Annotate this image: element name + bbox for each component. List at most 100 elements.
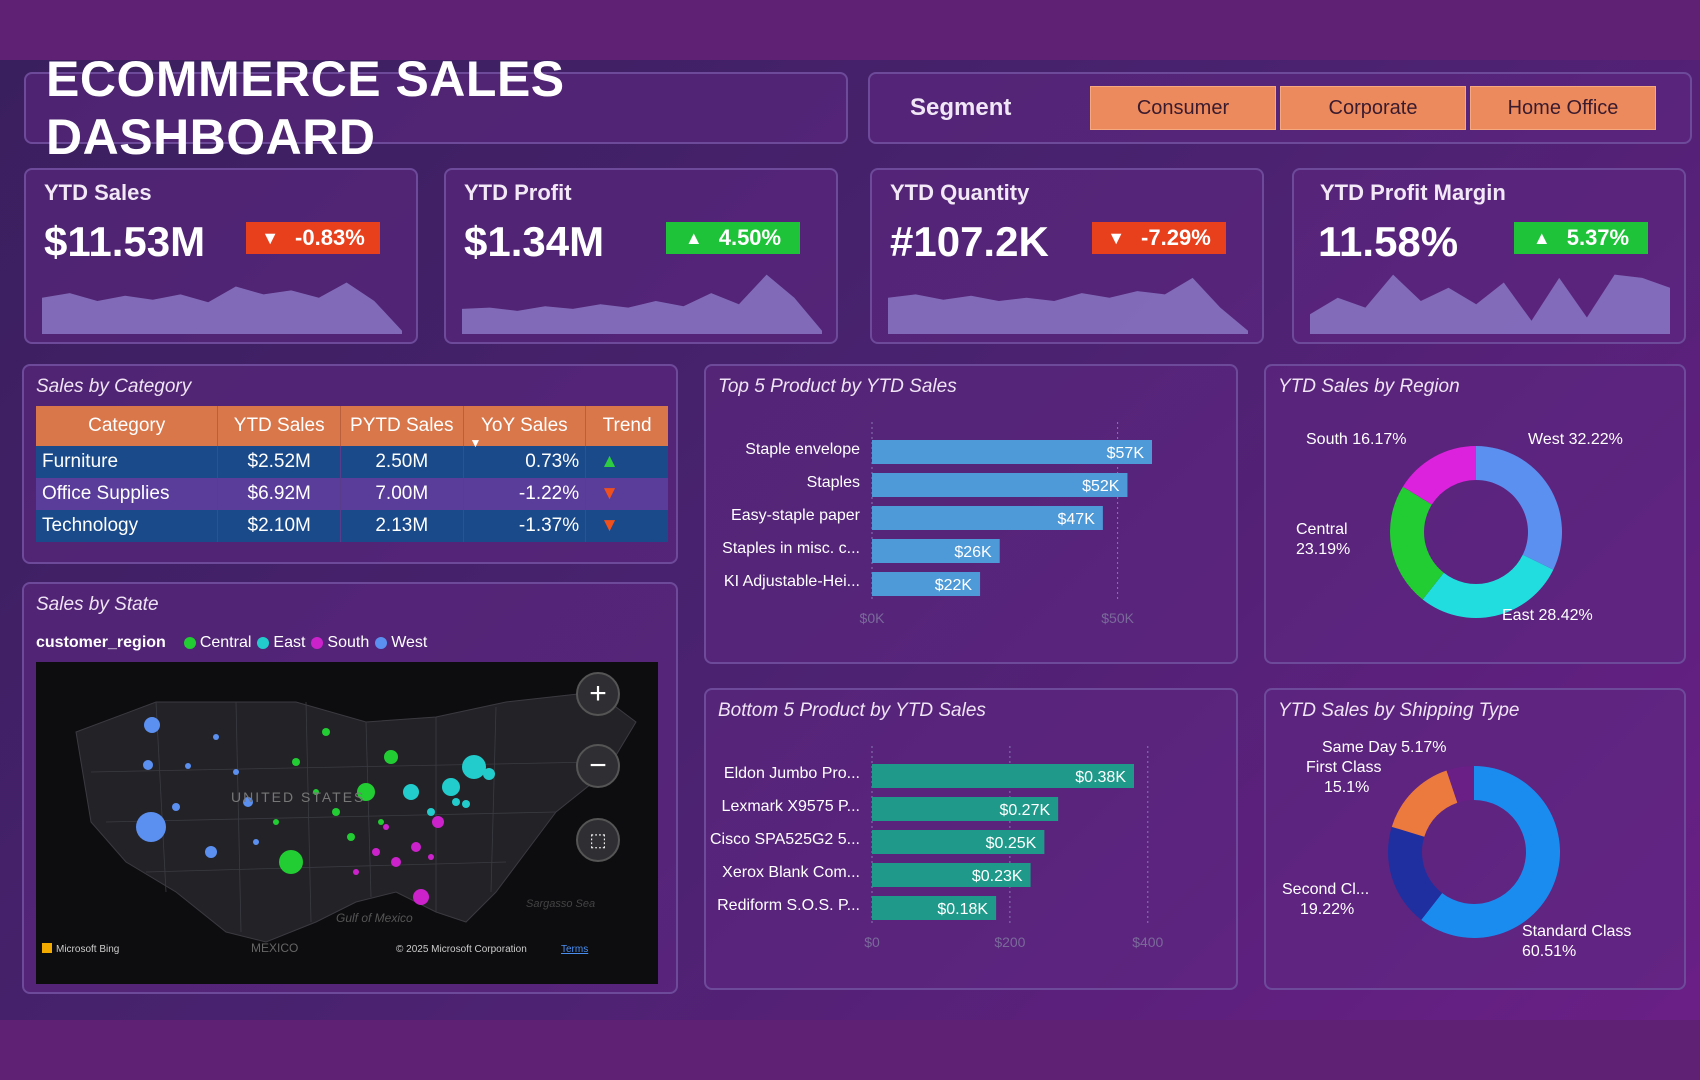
table-row[interactable]: Furniture $2.52M 2.50M 0.73% ▲ bbox=[36, 446, 668, 478]
kpi-value: $11.53M bbox=[44, 218, 206, 265]
us-map: UNITED STATES Gulf of Mexico MEXICO Sarg… bbox=[42, 691, 637, 955]
donut-slice-same-day[interactable] bbox=[1446, 766, 1474, 803]
trend-up-icon: ▲ bbox=[600, 451, 619, 472]
map-canvas[interactable]: UNITED STATES Gulf of Mexico MEXICO Sarg… bbox=[36, 662, 658, 984]
bar-value-label: $47K bbox=[1058, 511, 1096, 528]
kpi-sparkline bbox=[888, 277, 1248, 334]
donut-slice-second-class[interactable] bbox=[1388, 826, 1443, 920]
bar[interactable] bbox=[872, 797, 1059, 821]
axis-tick-label: $0 bbox=[864, 934, 880, 950]
donut-data-label: Second Cl... bbox=[1282, 881, 1369, 898]
legend-west[interactable]: West bbox=[391, 634, 428, 651]
panel-title: Bottom 5 Product by YTD Sales bbox=[718, 700, 986, 721]
kpi-card-ytd-sales[interactable]: YTD Sales $11.53M ▼ -0.83% bbox=[24, 168, 418, 344]
bar-value-label: $52K bbox=[1082, 478, 1120, 495]
bar-category-label: Rediform S.O.S. P... bbox=[717, 897, 860, 914]
donut-slice-standard-class[interactable] bbox=[1421, 766, 1561, 938]
bar-category-label: Lexmark X9575 P... bbox=[722, 798, 860, 815]
legend-east[interactable]: East bbox=[273, 634, 306, 651]
select-area-button[interactable]: ⬚ bbox=[576, 818, 620, 862]
kpi-title: YTD Quantity bbox=[890, 180, 1030, 205]
up-arrow-icon: ▲ bbox=[684, 227, 703, 248]
axis-tick-label: $50K bbox=[1101, 610, 1134, 626]
bar-category-label: Staples in misc. c... bbox=[722, 540, 860, 557]
axis-tick-label: $200 bbox=[994, 934, 1025, 950]
bar[interactable] bbox=[872, 863, 1031, 887]
zoom-in-button[interactable]: + bbox=[576, 672, 620, 716]
donut-slice-central[interactable] bbox=[1389, 486, 1444, 600]
cell-ytd: $6.92M bbox=[217, 478, 341, 510]
down-arrow-icon: ▼ bbox=[261, 227, 280, 248]
map-label-gulf: Gulf of Mexico bbox=[336, 911, 413, 925]
column-header-ytd-sales[interactable]: YTD Sales bbox=[217, 406, 341, 446]
kpi-card-ytd-profit[interactable]: YTD Profit $1.34M ▲ 4.50% bbox=[444, 168, 838, 344]
selection-icon: ⬚ bbox=[589, 829, 607, 850]
top5-products-panel: Top 5 Product by YTD Sales $0K $50K Staple… bbox=[704, 364, 1238, 664]
sparkline-area bbox=[42, 282, 402, 334]
bar-value-label: $22K bbox=[935, 577, 973, 594]
donut-data-label: Same Day 5.17% bbox=[1322, 739, 1447, 756]
trend-down-icon: ▼ bbox=[600, 483, 619, 504]
segment-corporate-button[interactable]: Corporate bbox=[1280, 86, 1466, 130]
legend-dot-south bbox=[311, 637, 324, 649]
map-terms-link[interactable]: Terms bbox=[561, 944, 588, 955]
column-header-yoy-sales[interactable]: YoY Sales ▼ bbox=[463, 406, 587, 450]
bar[interactable] bbox=[872, 896, 997, 920]
bar-value-label: $0.38K bbox=[1075, 769, 1126, 786]
bar-category-label: Xerox Blank Com... bbox=[722, 864, 860, 881]
bar[interactable] bbox=[872, 506, 1103, 530]
sales-by-state-panel: Sales by State customer_region Central E… bbox=[22, 582, 678, 994]
region-donut-chart: South 16.17% West 32.22% Central 23.19% East… bbox=[1296, 431, 1623, 624]
kpi-value: $1.34M bbox=[464, 218, 605, 265]
bar-value-label: $0.25K bbox=[986, 835, 1037, 852]
donut-data-label: 15.1% bbox=[1324, 779, 1369, 796]
column-header-category[interactable]: Category bbox=[36, 406, 219, 446]
cell-yoy: -1.37% bbox=[463, 510, 587, 542]
bar-category-label: Staple envelope bbox=[745, 441, 860, 458]
donut-data-label: First Class bbox=[1306, 759, 1382, 776]
segment-slicer: Segment Consumer Corporate Home Office bbox=[868, 72, 1692, 144]
cell-ytd: $2.52M bbox=[217, 446, 341, 478]
panel-title: Sales by State bbox=[36, 594, 159, 615]
kpi-value: 11.58% bbox=[1318, 218, 1459, 265]
zoom-out-button[interactable]: − bbox=[576, 744, 620, 788]
kpi-card-ytd-profit-margin[interactable]: YTD Profit Margin 11.58% ▲ 5.37% bbox=[1292, 168, 1686, 344]
bar[interactable] bbox=[872, 440, 1152, 464]
donut-slice-first-class[interactable] bbox=[1391, 770, 1458, 837]
donut-slice-south[interactable] bbox=[1402, 446, 1476, 505]
legend-central[interactable]: Central bbox=[199, 634, 252, 651]
panel-title: YTD Sales by Shipping Type bbox=[1278, 700, 1520, 721]
kpi-change: -7.29% bbox=[1141, 225, 1211, 250]
donut-data-label: South 16.17% bbox=[1306, 431, 1407, 448]
map-copyright: © 2025 Microsoft Corporation bbox=[396, 944, 527, 955]
table-row[interactable]: Office Supplies $6.92M 7.00M -1.22% ▼ bbox=[36, 478, 668, 510]
bar-category-label: Eldon Jumbo Pro... bbox=[724, 765, 860, 782]
up-arrow-icon: ▲ bbox=[1532, 227, 1551, 248]
table-row[interactable]: Technology $2.10M 2.13M -1.37% ▼ bbox=[36, 510, 668, 542]
bar[interactable] bbox=[872, 539, 1000, 563]
bar[interactable] bbox=[872, 830, 1045, 854]
dashboard-title-panel: ECOMMERCE SALES DASHBOARD bbox=[24, 51, 848, 165]
legend-south[interactable]: South bbox=[327, 634, 370, 651]
donut-slice-west[interactable] bbox=[1476, 446, 1562, 570]
kpi-change-badge: ▲ 5.37% bbox=[1514, 222, 1648, 254]
column-header-pytd-sales[interactable]: PYTD Sales bbox=[340, 406, 464, 446]
segment-consumer-button[interactable]: Consumer bbox=[1090, 86, 1276, 130]
cell-pytd: 2.50M bbox=[340, 446, 464, 478]
trend-down-icon: ▼ bbox=[600, 515, 619, 536]
bar-value-label: $0.27K bbox=[999, 802, 1050, 819]
legend-dot-east bbox=[257, 637, 270, 649]
bar[interactable] bbox=[872, 473, 1128, 497]
kpi-sparkline bbox=[1310, 274, 1670, 334]
donut-data-label: 60.51% bbox=[1522, 943, 1576, 960]
cell-yoy: 0.73% bbox=[463, 446, 587, 478]
map-label-sea: Sargasso Sea bbox=[526, 898, 595, 910]
bar[interactable] bbox=[872, 572, 981, 596]
kpi-card-ytd-quantity[interactable]: YTD Quantity #107.2K ▼ -7.29% bbox=[870, 168, 1264, 344]
donut-slice-east[interactable] bbox=[1422, 554, 1554, 619]
bar[interactable] bbox=[872, 764, 1134, 788]
cell-category: Technology bbox=[36, 510, 219, 542]
state-borders bbox=[90, 701, 597, 933]
column-header-trend[interactable]: Trend bbox=[585, 406, 668, 446]
segment-home-office-button[interactable]: Home Office bbox=[1470, 86, 1656, 130]
